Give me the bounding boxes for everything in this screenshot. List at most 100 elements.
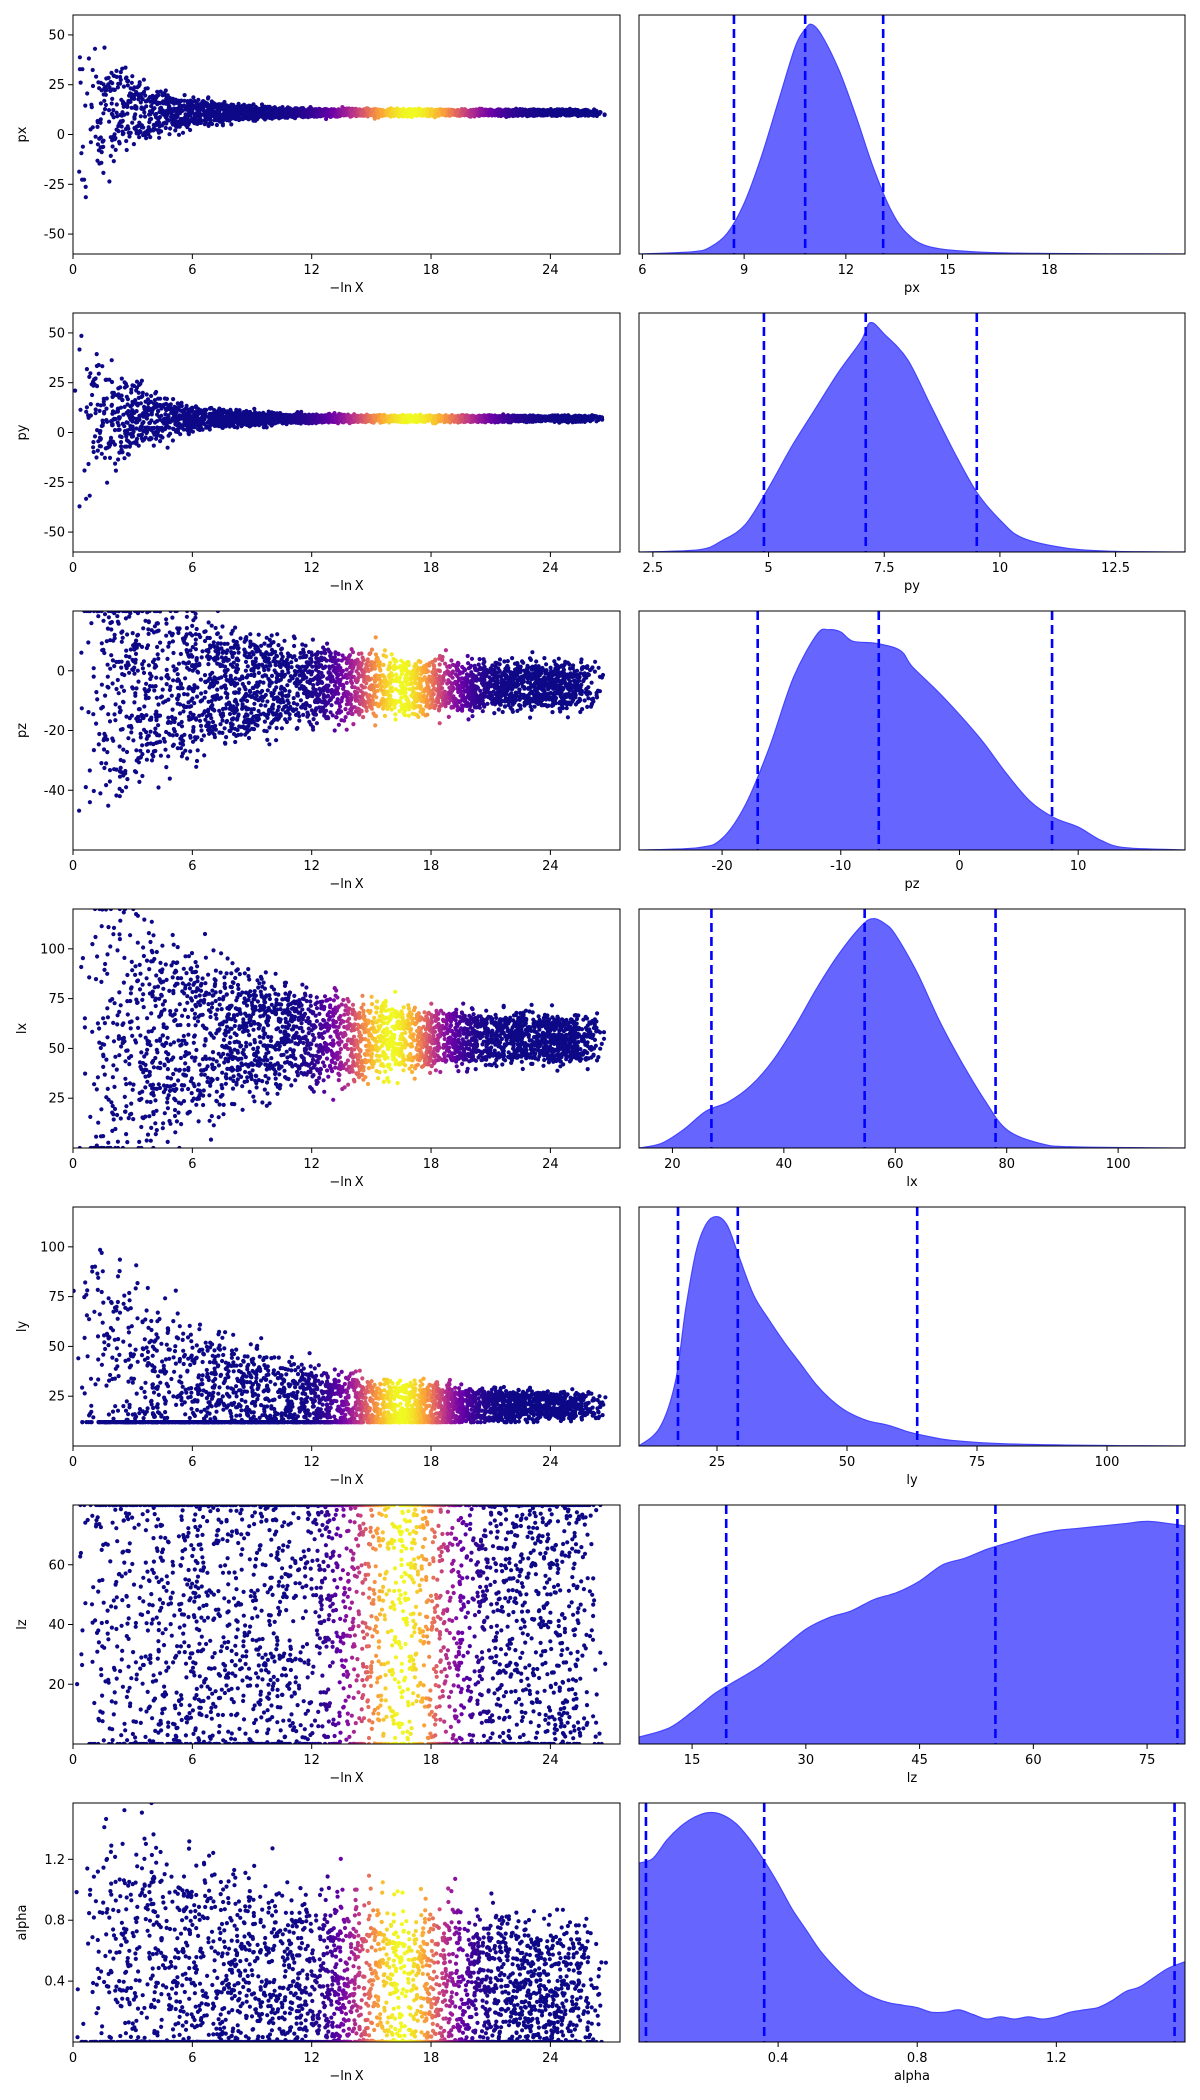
trace-point xyxy=(207,113,212,119)
trace-point xyxy=(396,112,402,118)
trace-point xyxy=(144,104,149,109)
trace-point xyxy=(103,102,108,108)
trace-point xyxy=(137,95,142,100)
trace-point xyxy=(109,101,114,106)
trace-point xyxy=(145,131,150,137)
x-tick-label: 12 xyxy=(303,263,320,278)
trace-point xyxy=(320,111,325,116)
trace-point xyxy=(252,406,257,411)
trace-point xyxy=(124,444,129,449)
trace-point xyxy=(209,99,214,104)
trace-point xyxy=(93,134,98,139)
trace-point xyxy=(547,111,552,117)
trace-point xyxy=(88,140,93,145)
density-area xyxy=(639,23,1185,254)
trace-point xyxy=(128,130,133,135)
trace-point xyxy=(188,127,193,133)
trace-point xyxy=(113,461,118,466)
trace-point xyxy=(170,121,175,126)
trace-point xyxy=(405,114,410,119)
trace-point xyxy=(96,371,101,376)
trace-point xyxy=(375,107,380,112)
trace-point xyxy=(91,383,96,388)
trace-point xyxy=(89,102,94,107)
trace-point xyxy=(405,110,410,115)
trace-point xyxy=(152,106,157,111)
trace-point xyxy=(553,111,558,116)
trace-point xyxy=(83,103,88,108)
trace-point xyxy=(501,109,507,114)
trace-point xyxy=(138,114,143,119)
trace-point xyxy=(514,108,519,113)
trace-point xyxy=(94,74,99,79)
trace-point xyxy=(136,84,141,89)
trace-point xyxy=(296,107,301,112)
trace-point xyxy=(334,114,339,119)
trace-point xyxy=(301,115,306,120)
trace-point xyxy=(142,114,148,119)
trace-point xyxy=(236,101,241,106)
trace-point xyxy=(115,85,120,90)
trace-point xyxy=(370,108,375,113)
trace-point xyxy=(197,104,202,109)
trace-point xyxy=(119,97,124,102)
trace-point xyxy=(98,101,103,106)
trace-point xyxy=(518,108,523,113)
trace-point xyxy=(125,111,130,116)
trace-point xyxy=(144,392,149,397)
trace-point xyxy=(141,77,146,82)
trace-point xyxy=(317,107,322,112)
trace-point xyxy=(511,107,516,113)
trace-point xyxy=(174,98,179,103)
trace-point xyxy=(150,93,155,98)
trace-point xyxy=(214,122,219,128)
trace-point xyxy=(127,134,132,139)
trace-point xyxy=(379,113,384,119)
density-x-label: px xyxy=(904,281,920,296)
trace-point xyxy=(95,124,100,129)
trace-point xyxy=(147,120,152,125)
trace-point xyxy=(380,110,385,115)
trace-point xyxy=(176,132,182,137)
trace-point xyxy=(114,110,119,115)
trace-point xyxy=(117,139,122,144)
trace-point xyxy=(206,103,212,108)
trace-point xyxy=(101,402,106,407)
trace-point xyxy=(118,70,123,75)
trace-point xyxy=(138,129,143,134)
trace-point xyxy=(559,107,564,112)
trace-point xyxy=(159,406,164,411)
trace-point xyxy=(128,86,133,91)
trace-point xyxy=(206,95,211,100)
trace-point xyxy=(107,179,112,184)
trace-point xyxy=(124,147,129,153)
trace-point xyxy=(454,110,460,116)
trace-point xyxy=(101,170,106,175)
trace-point xyxy=(172,115,177,121)
trace-point xyxy=(206,123,211,128)
trace-point xyxy=(182,93,187,98)
trace-point xyxy=(91,440,96,445)
trace-point xyxy=(208,107,213,112)
trace-point xyxy=(288,108,293,113)
trace-point xyxy=(602,112,607,118)
trace-point xyxy=(186,122,191,127)
trace-point xyxy=(120,110,125,115)
trace-point xyxy=(163,125,168,131)
trace-point xyxy=(449,109,454,114)
trace-point xyxy=(95,142,100,147)
y-tick-label: -25 xyxy=(44,178,65,193)
trace-point xyxy=(157,128,162,133)
trace-point xyxy=(524,108,529,113)
x-tick-label: 15 xyxy=(939,263,956,278)
trace-point xyxy=(586,112,591,117)
trace-point xyxy=(325,113,330,118)
trace-point xyxy=(183,118,188,124)
x-tick-label: 18 xyxy=(423,263,440,278)
trace-points-py xyxy=(73,333,605,509)
trace-point xyxy=(506,109,511,114)
trace-point xyxy=(111,159,116,164)
trace-point xyxy=(82,177,87,182)
